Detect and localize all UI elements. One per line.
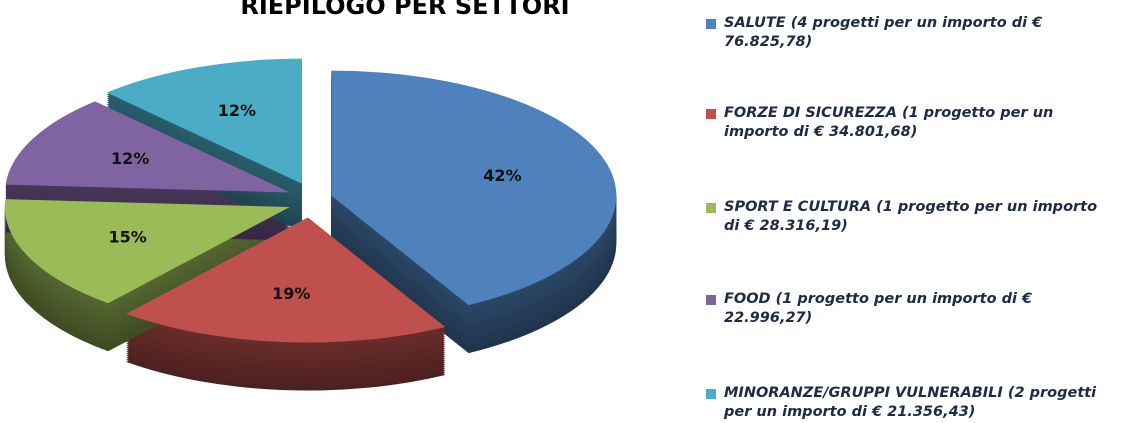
legend-swatch [706,203,716,213]
legend-label: SALUTE (4 progetti per un importo di € 7… [724,15,1043,50]
pie-slice [126,217,446,343]
legend-swatch [706,19,716,29]
legend-label: FOOD (1 progetto per un importo di € 22.… [724,291,1033,326]
legend-label: SPORT E CULTURA (1 progetto per un impor… [724,199,1098,234]
legend-item: SALUTE (4 progetti per un importo di € 7… [706,14,1116,52]
pie-area: RIEPILOGO PER SETTORI 42% 19% 15% 12% 12% [4,0,617,391]
pie-slice [5,101,291,193]
legend-label: FORZE DI SICUREZZA (1 progetto per un im… [724,105,1054,140]
legend-label: MINORANZE/GRUPPI VULNERABILI (2 progetti… [724,385,1097,420]
chart-title: RIEPILOGO PER SETTORI [240,0,569,20]
pie-slice [4,199,290,304]
legend-item: FOOD (1 progetto per un importo di € 22.… [706,290,1116,328]
data-label: 19% [272,284,310,303]
legend-swatch [706,389,716,399]
pie-slice [331,70,617,306]
data-label: 12% [111,149,149,168]
legend-item: FORZE DI SICUREZZA (1 progetto per un im… [706,104,1116,142]
data-label: 42% [483,166,521,185]
legend-swatch [706,295,716,305]
data-label: 12% [218,101,256,120]
data-label: 15% [108,227,146,246]
legend-item: MINORANZE/GRUPPI VULNERABILI (2 progetti… [706,384,1116,422]
legend-swatch [706,109,716,119]
pie-slice [106,58,302,184]
legend-item: SPORT E CULTURA (1 progetto per un impor… [706,198,1116,236]
